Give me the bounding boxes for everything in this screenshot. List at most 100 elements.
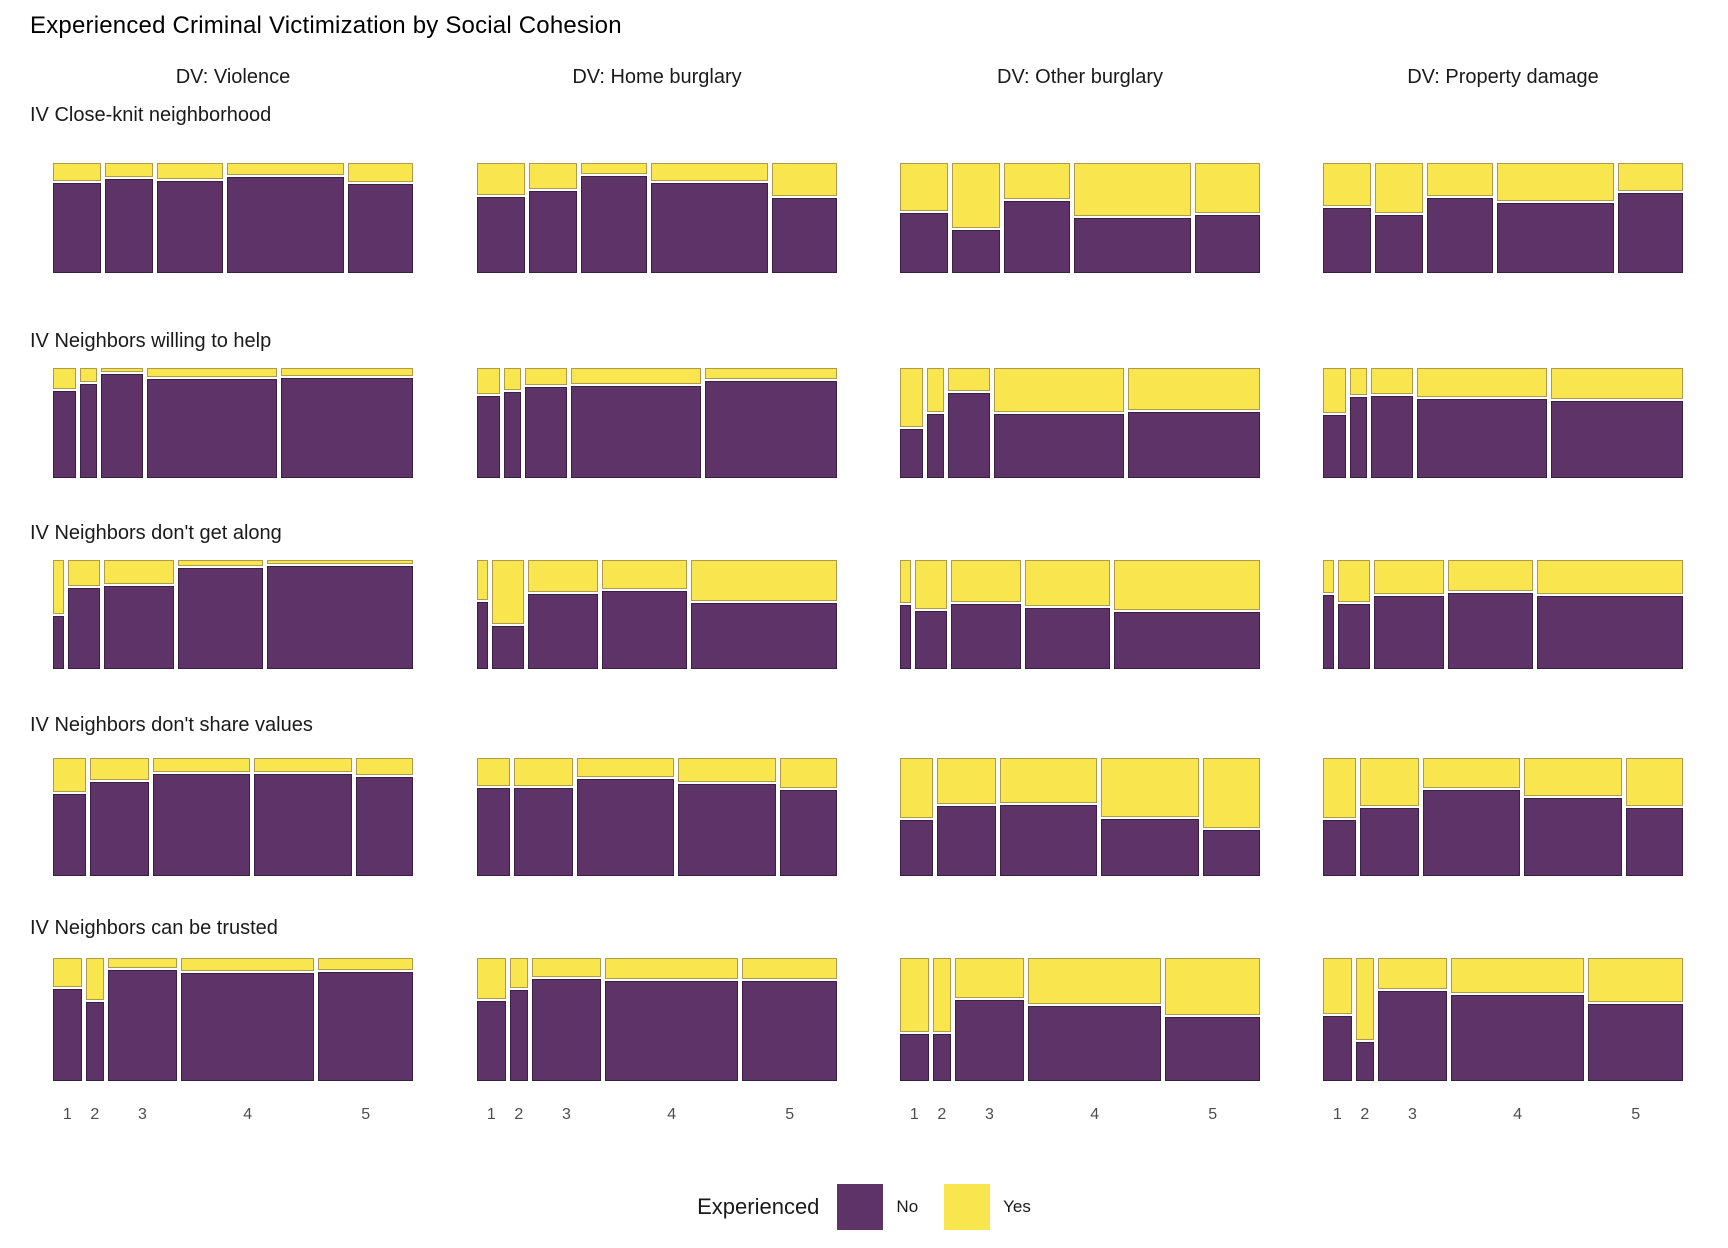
segment-yes	[1371, 368, 1413, 394]
segment-no	[1128, 412, 1260, 478]
segment-yes	[1128, 368, 1260, 410]
mosaic-panel	[477, 163, 837, 273]
segment-no	[1004, 201, 1070, 273]
segment-no	[1378, 991, 1447, 1081]
mosaic-bar	[742, 958, 837, 1081]
x-tick-label: 2	[90, 1106, 100, 1123]
segment-yes	[53, 368, 77, 389]
segment-yes	[999, 758, 1098, 803]
segment-yes	[1448, 560, 1534, 591]
segment-no	[705, 381, 837, 478]
mosaic-bar	[705, 368, 837, 478]
segment-yes	[509, 958, 529, 988]
segment-yes	[915, 560, 948, 609]
segment-no	[1323, 1016, 1352, 1081]
segment-no	[691, 603, 837, 669]
mosaic-bar	[1338, 560, 1371, 669]
mosaic-panel	[477, 368, 837, 478]
facet-col-label: DV: Property damage	[1407, 66, 1599, 88]
segment-no	[80, 384, 98, 478]
segment-no	[1588, 1004, 1683, 1081]
mosaic-bar	[1422, 758, 1521, 876]
x-tick-label: 5	[1208, 1106, 1218, 1123]
segment-no	[650, 183, 768, 273]
mosaic-bar	[1027, 958, 1162, 1081]
mosaic-bar	[318, 958, 413, 1081]
mosaic-bar	[477, 758, 510, 876]
mosaic-bar	[1551, 368, 1683, 478]
mosaic-panel	[1323, 758, 1683, 876]
x-tick-label: 3	[1408, 1106, 1417, 1123]
segment-yes	[53, 163, 102, 181]
segment-yes	[180, 958, 315, 971]
segment-no	[108, 970, 177, 1081]
mosaic-bar	[532, 958, 601, 1081]
segment-yes	[267, 560, 413, 564]
segment-no	[504, 392, 522, 478]
mosaic-bar	[529, 163, 578, 273]
mosaic-bar	[678, 758, 776, 876]
segment-yes	[900, 163, 949, 211]
mosaic-bar	[90, 758, 149, 876]
mosaic-bar	[955, 958, 1024, 1081]
mosaic-bar	[254, 758, 352, 876]
x-tick-label: 5	[785, 1106, 795, 1123]
segment-no	[1524, 798, 1622, 876]
segment-yes	[948, 368, 990, 391]
mosaic-bar	[1323, 758, 1356, 876]
segment-no	[948, 393, 990, 478]
segment-yes	[504, 368, 522, 390]
mosaic-bar	[576, 758, 675, 876]
x-tick-label: 5	[361, 1106, 371, 1123]
segment-yes	[932, 958, 952, 1032]
mosaic-bar	[267, 560, 413, 669]
facet-row-label: IV Neighbors willing to help	[30, 330, 272, 352]
segment-yes	[477, 560, 489, 600]
segment-no	[1165, 1017, 1260, 1081]
mosaic-panel	[477, 958, 837, 1081]
segment-no	[53, 616, 65, 669]
segment-no	[180, 973, 315, 1081]
segment-yes	[477, 758, 510, 786]
mosaic-bar	[1128, 368, 1260, 478]
segment-yes	[529, 163, 578, 189]
segment-yes	[1101, 758, 1199, 817]
segment-no	[952, 230, 1001, 273]
segment-no	[937, 806, 996, 876]
segment-no	[900, 429, 924, 478]
segment-no	[915, 611, 948, 669]
segment-yes	[532, 958, 601, 977]
segment-yes	[108, 958, 177, 968]
mosaic-bar	[1360, 758, 1419, 876]
segment-yes	[581, 163, 647, 174]
mosaic-bar	[1524, 758, 1622, 876]
mosaic-bar	[1350, 368, 1368, 478]
mosaic-panel	[1323, 163, 1683, 273]
mosaic-panel	[1323, 560, 1683, 669]
segment-no	[1551, 401, 1683, 478]
segment-no	[1448, 593, 1534, 669]
segment-yes	[1422, 758, 1521, 788]
segment-no	[226, 177, 344, 273]
segment-no	[68, 588, 101, 669]
mosaic-bar	[937, 758, 996, 876]
segment-no	[1323, 415, 1347, 478]
segment-yes	[254, 758, 352, 772]
segment-yes	[937, 758, 996, 804]
segment-no	[53, 391, 77, 478]
segment-yes	[1025, 560, 1111, 606]
segment-yes	[900, 958, 929, 1032]
segment-yes	[68, 560, 101, 586]
facet-col-label: DV: Other burglary	[997, 66, 1163, 88]
segment-yes	[146, 368, 278, 377]
segment-yes	[104, 560, 175, 584]
mosaic-panel	[53, 758, 413, 876]
mosaic-bar	[1323, 163, 1372, 273]
mosaic-bar	[1496, 163, 1614, 273]
segment-yes	[1355, 958, 1375, 1040]
facet-row-label: IV Neighbors can be trusted	[30, 917, 278, 939]
mosaic-bar	[1355, 958, 1375, 1081]
mosaic-bar	[927, 368, 945, 478]
x-tick-label: 1	[486, 1106, 496, 1123]
segment-no	[525, 387, 567, 478]
